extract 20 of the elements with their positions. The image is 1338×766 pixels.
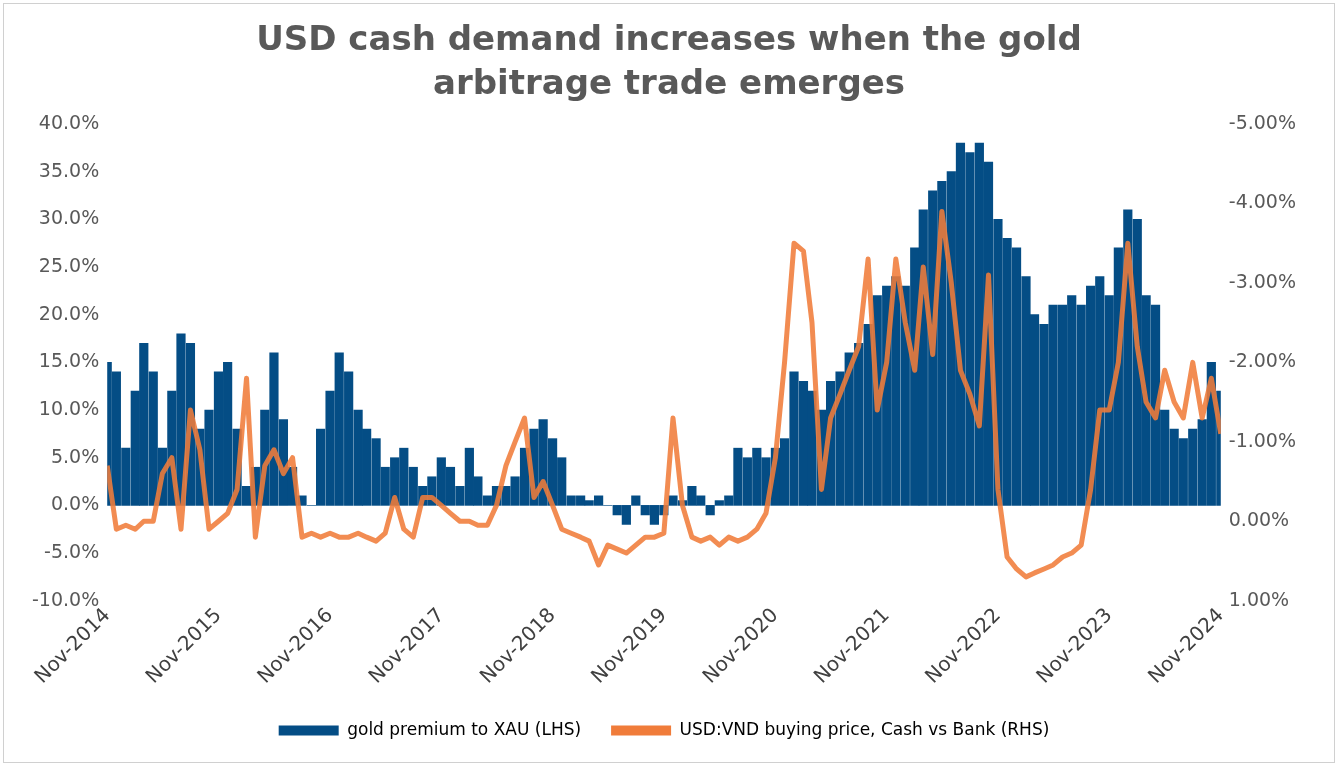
y-tick-label: 40.0% [38, 110, 100, 133]
y-tick-label: 0.0% [50, 492, 100, 515]
chart-title: USD cash demand increases when the gold arbitrage trade emerges [255, 17, 1083, 104]
y-tick-label: 25.0% [38, 253, 100, 276]
legend-label: USD:VND buying price, Cash vs Bank (RHS) [679, 718, 1050, 739]
y2-tick-label: -2.00% [1228, 349, 1296, 372]
y2-tick-label: 0.00% [1228, 508, 1290, 531]
y-tick-label: 15.0% [38, 349, 100, 372]
y-tick-label: -5.0% [44, 539, 100, 562]
y2-tick-label: 1.00% [1228, 587, 1290, 610]
legend-label: gold premium to XAU (LHS) [347, 718, 582, 739]
y2-tick-label: -1.00% [1228, 428, 1296, 451]
y-tick-label: 35.0% [38, 158, 100, 181]
y-tick-label: 5.0% [50, 444, 100, 467]
y-tick-label: 10.0% [38, 396, 100, 419]
y-tick-label: 20.0% [38, 301, 100, 324]
y2-tick-label: -4.00% [1228, 190, 1296, 213]
y-tick-label: 30.0% [38, 206, 100, 229]
y2-tick-label: -3.00% [1228, 269, 1296, 292]
y2-tick-label: -5.00% [1228, 110, 1296, 133]
